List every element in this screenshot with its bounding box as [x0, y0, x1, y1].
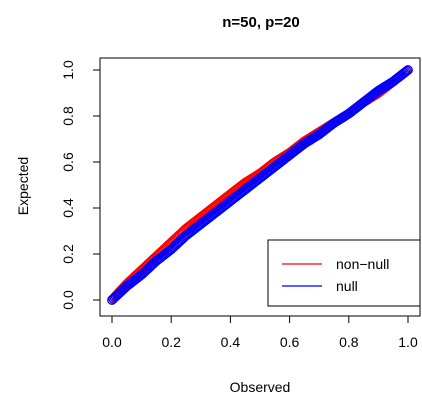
- x-tick-label: 0.6: [280, 334, 300, 350]
- x-tick-label: 0.2: [161, 334, 181, 350]
- data-point: [401, 66, 412, 76]
- y-axis: 0.0 0.2 0.4 0.6 0.8 1.0: [60, 60, 101, 310]
- x-tick-label: 0.8: [339, 334, 359, 350]
- x-tick-label: 0.0: [102, 334, 122, 350]
- y-tick-label: 0.4: [60, 198, 76, 218]
- y-tick-label: 0.8: [60, 106, 76, 126]
- x-axis: 0.0 0.2 0.4 0.6 0.8 1.0: [102, 315, 418, 350]
- chart-title: n=50, p=20: [222, 14, 300, 31]
- legend-box: [267, 239, 421, 307]
- y-tick-label: 1.0: [60, 60, 76, 80]
- series-null: [107, 65, 413, 305]
- x-tick-label: 0.4: [221, 334, 241, 350]
- data-point: [403, 65, 413, 75]
- y-axis-label: Expected: [15, 157, 31, 215]
- y-tick-label: 0.6: [60, 152, 76, 172]
- series-layer: [107, 65, 413, 305]
- legend-label-non-null: non−null: [336, 256, 389, 272]
- y-tick-label: 0.0: [60, 290, 76, 310]
- x-axis-label: Observed: [230, 379, 291, 395]
- legend: non−null null: [267, 239, 421, 307]
- data-point: [400, 67, 411, 77]
- y-tick-label: 0.2: [60, 244, 76, 264]
- legend-label-null: null: [336, 278, 358, 294]
- x-tick-label: 1.0: [398, 334, 418, 350]
